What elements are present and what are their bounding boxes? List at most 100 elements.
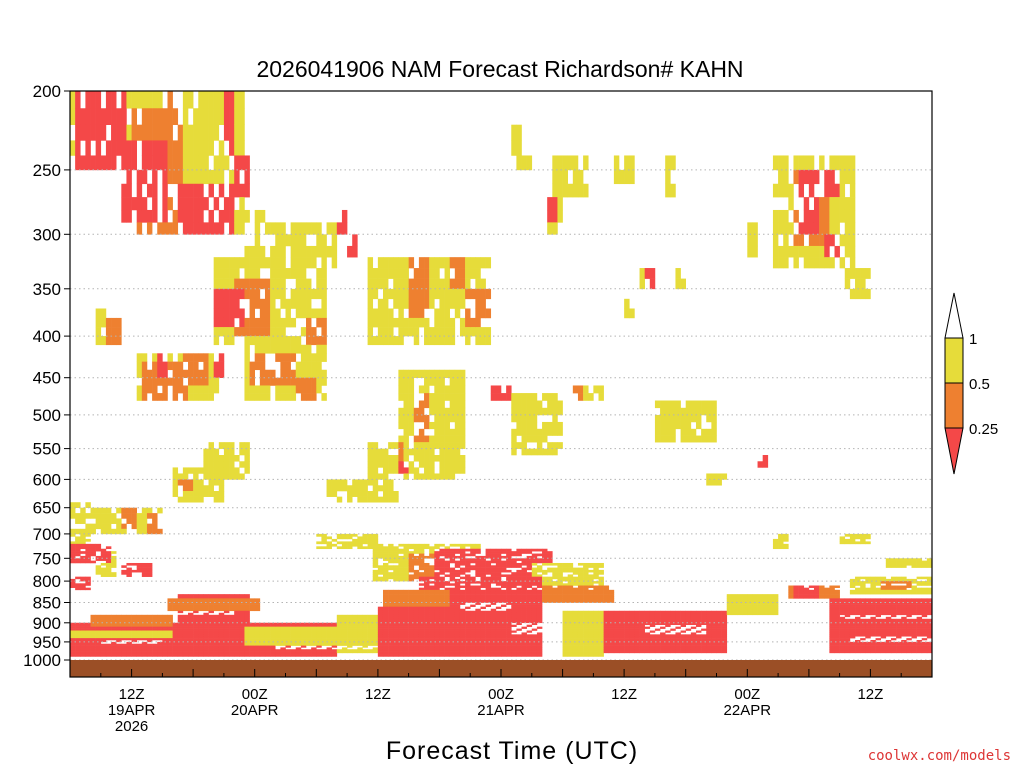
ri-cell-mid bbox=[444, 594, 450, 597]
ri-cell-low bbox=[495, 624, 502, 627]
ri-cell-low bbox=[480, 578, 486, 582]
ri-cell-low bbox=[234, 288, 240, 300]
ri-cell-mid bbox=[239, 604, 245, 607]
ri-cell-low bbox=[506, 654, 512, 657]
ri-cell-low bbox=[619, 651, 625, 654]
ri-cell-high bbox=[80, 507, 86, 514]
ri-cell-high bbox=[588, 616, 594, 620]
ri-cell-low bbox=[131, 640, 137, 643]
ri-cell-low bbox=[167, 641, 173, 645]
ri-cell-high bbox=[480, 257, 486, 269]
ri-cell-mid bbox=[131, 616, 137, 620]
ri-cell-low bbox=[465, 643, 471, 646]
ri-cell-mid bbox=[162, 614, 168, 618]
ri-cell-low bbox=[531, 620, 538, 624]
ri-cell-low bbox=[475, 640, 481, 643]
ri-cell-mid bbox=[172, 393, 179, 401]
ri-cell-high bbox=[218, 455, 225, 462]
ri-cell-low bbox=[608, 641, 615, 645]
ri-cell-low bbox=[444, 567, 450, 571]
ri-cell-low bbox=[511, 562, 517, 566]
ri-cell-low bbox=[490, 569, 497, 573]
ri-cell-high bbox=[398, 421, 404, 430]
ri-cell-low bbox=[501, 569, 507, 573]
ri-cell-low bbox=[439, 634, 445, 637]
ri-cell-high bbox=[311, 361, 317, 371]
ri-cell-low bbox=[377, 645, 384, 648]
ri-cell-low bbox=[531, 606, 538, 610]
ri-cell-high bbox=[424, 473, 430, 480]
ri-cell-high bbox=[398, 407, 404, 416]
ri-cell-high bbox=[95, 569, 102, 573]
ri-cell-low bbox=[531, 651, 538, 654]
ri-cell-low bbox=[495, 587, 502, 591]
ri-cell-low bbox=[198, 654, 204, 657]
ri-cell-low bbox=[526, 562, 533, 566]
ri-cell-high bbox=[182, 169, 189, 185]
ri-cell-high bbox=[105, 567, 112, 571]
ri-cell-low bbox=[454, 618, 461, 622]
ri-cell-low bbox=[526, 643, 533, 646]
ri-cell-mid bbox=[177, 169, 184, 185]
ri-cell-high bbox=[434, 336, 440, 346]
ri-cell-low bbox=[377, 630, 384, 633]
ri-cell-low bbox=[126, 567, 132, 571]
ri-cell-high bbox=[203, 140, 209, 156]
ri-cell-high bbox=[583, 612, 589, 616]
ri-cell-mid bbox=[403, 589, 409, 593]
ri-cell-low bbox=[485, 578, 492, 582]
ri-cell-low bbox=[218, 643, 225, 646]
ri-cell-low bbox=[121, 565, 127, 568]
ri-cell-low bbox=[341, 222, 348, 235]
ri-cell-low bbox=[439, 630, 445, 633]
ri-cell-high bbox=[111, 636, 117, 639]
ri-cell-low bbox=[408, 638, 415, 641]
ri-cell-low bbox=[495, 574, 502, 577]
ri-cell-low bbox=[449, 576, 456, 580]
ri-cell-low bbox=[495, 610, 502, 614]
ri-cell-high bbox=[131, 634, 137, 637]
ri-cell-high bbox=[444, 546, 450, 550]
ri-cell-mid bbox=[157, 108, 163, 125]
ri-cell-high bbox=[239, 222, 245, 235]
ri-cell-low bbox=[75, 645, 81, 648]
ri-cell-low bbox=[434, 616, 440, 620]
ri-cell-mid bbox=[562, 591, 568, 595]
ri-cell-mid bbox=[172, 598, 179, 601]
ri-cell-high bbox=[275, 393, 281, 401]
ri-cell-mid bbox=[403, 602, 409, 605]
ri-cell-low bbox=[470, 647, 476, 650]
ri-cell-high bbox=[536, 569, 543, 573]
ri-cell-low bbox=[644, 636, 651, 639]
ri-cell-low bbox=[444, 638, 450, 641]
ri-cell-low bbox=[465, 606, 471, 610]
ri-cell-low bbox=[516, 578, 522, 582]
ri-cell-high bbox=[357, 543, 363, 547]
ri-cell-mid bbox=[254, 288, 261, 300]
ri-cell-low bbox=[480, 585, 486, 588]
ri-cell-high bbox=[588, 628, 594, 631]
ri-cell-low bbox=[70, 641, 76, 645]
ri-cell-low bbox=[459, 576, 466, 580]
ri-cell-low bbox=[495, 649, 502, 652]
ri-cell-low bbox=[90, 641, 96, 645]
ri-cell-high bbox=[341, 541, 348, 545]
ri-cell-high bbox=[300, 643, 307, 646]
ri-cell-mid bbox=[408, 562, 415, 566]
ri-cell-high bbox=[116, 634, 122, 637]
ri-cell-low bbox=[382, 626, 389, 629]
ri-cell-low bbox=[485, 553, 492, 557]
ri-cell-low bbox=[444, 616, 450, 620]
ri-cell-low bbox=[218, 647, 225, 650]
ri-cell-mid bbox=[167, 598, 173, 601]
ri-cell-mid bbox=[429, 598, 435, 601]
ri-cell-high bbox=[85, 533, 91, 537]
ri-cell-low bbox=[490, 576, 497, 580]
ri-cell-low bbox=[188, 612, 194, 616]
ri-cell-high bbox=[593, 628, 599, 631]
ri-cell-mid bbox=[418, 288, 425, 300]
ri-cell-low bbox=[85, 551, 91, 554]
ri-cell-low bbox=[398, 626, 404, 629]
ri-cell-low bbox=[146, 140, 153, 156]
ri-cell-high bbox=[398, 414, 404, 423]
